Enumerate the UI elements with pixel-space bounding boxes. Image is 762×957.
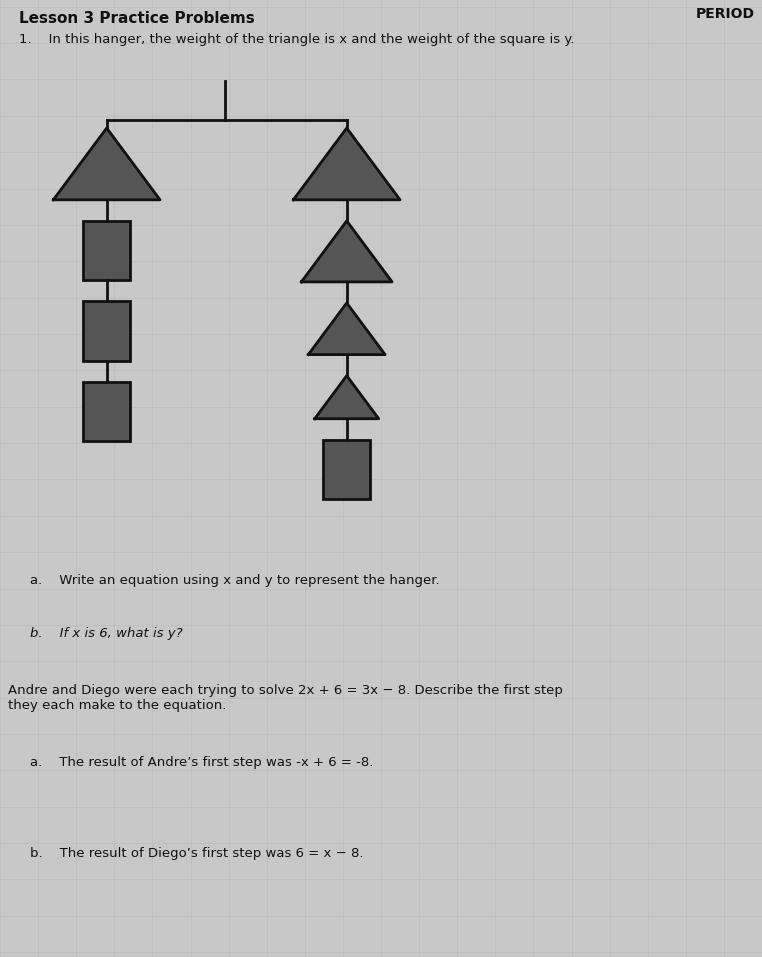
Bar	[83, 301, 130, 361]
Text: a.    The result of Andre’s first step was -x + 6 = -8.: a. The result of Andre’s first step was …	[30, 756, 374, 769]
Text: 1.    In this hanger, the weight of the triangle is x and the weight of the squa: 1. In this hanger, the weight of the tri…	[19, 33, 575, 47]
Polygon shape	[53, 128, 160, 200]
Polygon shape	[309, 303, 385, 355]
Text: PERIOD: PERIOD	[696, 7, 754, 21]
Polygon shape	[302, 221, 392, 282]
Text: b.    If x is 6, what is y?: b. If x is 6, what is y?	[30, 627, 183, 640]
Text: b.    The result of Diego’s first step was 6 = x − 8.: b. The result of Diego’s first step was …	[30, 847, 364, 860]
Text: Andre and Diego were each trying to solve 2x + 6 = 3x − 8. Describe the first st: Andre and Diego were each trying to solv…	[8, 684, 562, 712]
Bar	[83, 382, 130, 441]
Bar	[83, 221, 130, 280]
Bar	[323, 440, 370, 500]
Polygon shape	[293, 128, 400, 200]
Text: a.    Write an equation using x and y to represent the hanger.: a. Write an equation using x and y to re…	[30, 574, 440, 588]
Text: Lesson 3 Practice Problems: Lesson 3 Practice Problems	[19, 11, 255, 27]
Polygon shape	[315, 376, 379, 419]
